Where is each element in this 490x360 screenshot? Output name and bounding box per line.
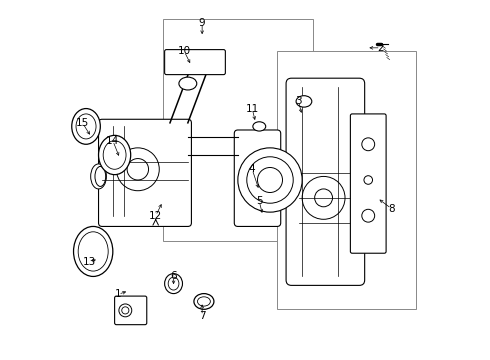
Ellipse shape [98,135,131,175]
Ellipse shape [78,232,108,271]
Ellipse shape [95,166,106,186]
Text: 3: 3 [295,96,302,107]
Ellipse shape [76,114,96,139]
Ellipse shape [179,77,197,90]
Text: 13: 13 [83,257,96,267]
Ellipse shape [72,109,100,144]
Text: 1: 1 [115,289,122,299]
Circle shape [315,189,333,207]
FancyBboxPatch shape [165,50,225,75]
Text: 11: 11 [245,104,259,113]
Circle shape [247,157,293,203]
FancyBboxPatch shape [234,130,281,226]
Circle shape [362,209,375,222]
Ellipse shape [91,164,106,189]
Text: 9: 9 [199,18,205,28]
Circle shape [119,304,132,317]
Text: 6: 6 [170,271,177,282]
Circle shape [362,138,375,151]
Text: 7: 7 [199,311,205,321]
Bar [277,51,416,309]
Ellipse shape [165,274,182,294]
FancyBboxPatch shape [286,78,365,285]
Circle shape [302,176,345,219]
Text: 8: 8 [388,203,395,213]
Text: 14: 14 [106,136,120,146]
Ellipse shape [197,297,210,306]
Text: 2: 2 [377,43,384,53]
Circle shape [258,167,283,193]
Ellipse shape [74,226,113,276]
Circle shape [117,148,159,191]
Text: 5: 5 [256,197,263,206]
Bar [163,19,313,241]
Text: 10: 10 [178,46,191,57]
Text: 15: 15 [76,118,89,128]
FancyBboxPatch shape [98,119,192,226]
Ellipse shape [296,96,312,107]
Text: 12: 12 [149,211,162,221]
Circle shape [238,148,302,212]
Circle shape [364,176,372,184]
FancyBboxPatch shape [115,296,147,325]
Ellipse shape [194,294,214,309]
Circle shape [127,158,148,180]
Ellipse shape [103,141,126,169]
Circle shape [122,307,129,314]
Text: 4: 4 [249,164,255,174]
Ellipse shape [168,277,179,290]
Ellipse shape [253,122,266,131]
FancyBboxPatch shape [350,114,386,253]
